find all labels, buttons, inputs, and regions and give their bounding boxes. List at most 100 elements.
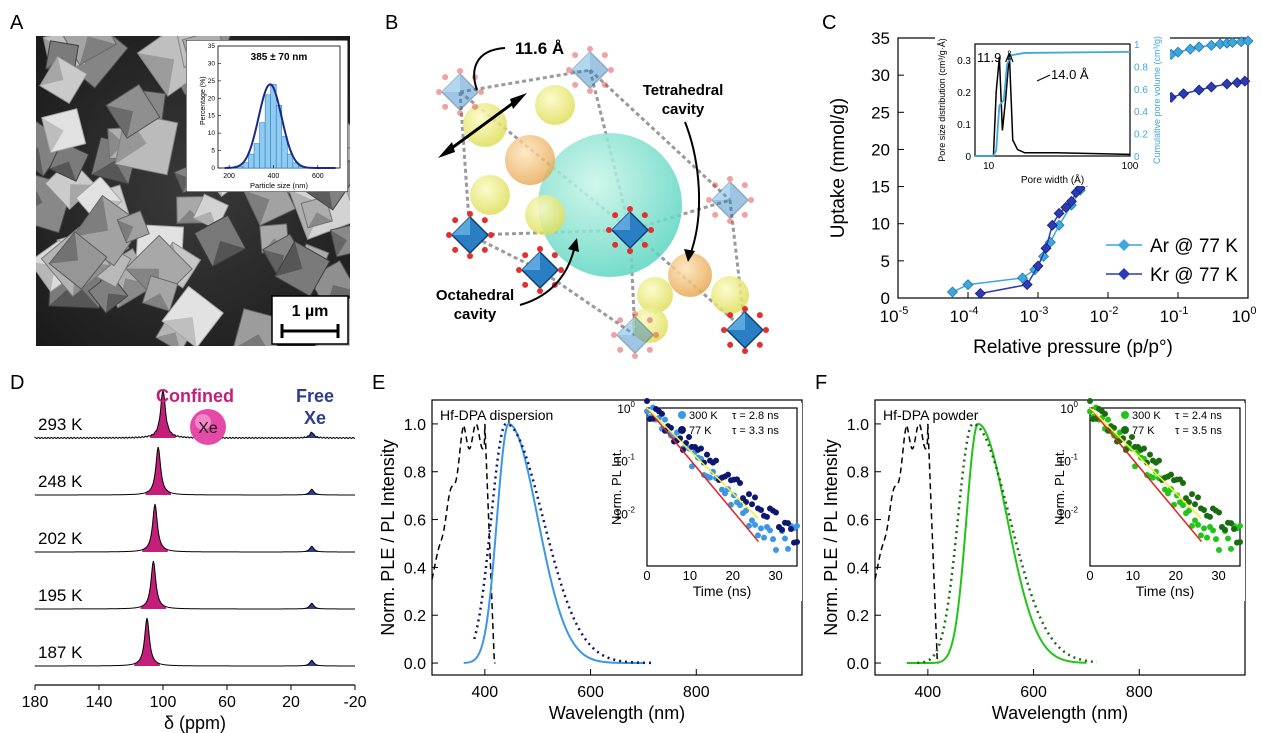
c-xlabel: Relative pressure (p/p°) bbox=[973, 337, 1173, 358]
pl-decay-point bbox=[1153, 468, 1159, 475]
pl-inset-xtick: 10 bbox=[683, 568, 697, 583]
histogram-bar bbox=[248, 153, 255, 169]
tetrahedral-label-line2: cavity bbox=[662, 101, 705, 118]
crystal-facet bbox=[41, 117, 64, 153]
d-confined-peak bbox=[140, 561, 167, 609]
c-data-point bbox=[1205, 81, 1217, 93]
pl-inset-xtick: 20 bbox=[725, 568, 739, 583]
pl-decay-point bbox=[713, 457, 719, 464]
pl-xtick: 400 bbox=[472, 684, 499, 701]
pl-decay-point bbox=[1195, 521, 1201, 528]
crystal-facet bbox=[49, 161, 77, 182]
pl-ytick: 0.0 bbox=[404, 656, 426, 673]
pl-decay-point bbox=[788, 526, 794, 533]
pl-decay-point bbox=[1186, 507, 1192, 514]
pl-decay-point bbox=[1237, 522, 1243, 529]
pl-decay-point bbox=[1102, 410, 1108, 417]
pl-decay-point bbox=[1087, 397, 1093, 404]
metal-cluster-node bbox=[706, 176, 754, 224]
d-confined-peak bbox=[142, 504, 168, 552]
c-ytick: 10 bbox=[871, 215, 890, 234]
pl-decay-point bbox=[1144, 459, 1150, 466]
c-data-point bbox=[1242, 35, 1254, 47]
c-inset-ytick-right: 0.6 bbox=[1134, 85, 1148, 96]
d-xtick: 140 bbox=[86, 694, 113, 711]
d-temperature-label: 187 K bbox=[38, 643, 83, 662]
pl-emission-curve bbox=[463, 422, 644, 665]
c-data-point bbox=[1032, 260, 1044, 272]
histogram-ytick: 35 bbox=[208, 43, 216, 50]
pl-decay-point bbox=[1168, 471, 1174, 478]
pl-ytick: 0.4 bbox=[847, 560, 869, 577]
pl-decay-point bbox=[1228, 545, 1234, 552]
c-inset-ytick-right: 1 bbox=[1134, 40, 1140, 51]
pl-decay-point bbox=[770, 536, 776, 543]
histogram-ylabel: Percentage (%) bbox=[200, 76, 207, 125]
c-inset-bg bbox=[935, 36, 1170, 186]
d-xtick: 100 bbox=[150, 694, 177, 711]
histogram-bar bbox=[292, 162, 299, 169]
c-data-point bbox=[1053, 207, 1065, 219]
pl-inset-legend-tau: τ = 2.8 ns bbox=[732, 410, 779, 422]
d-free-label-line1: Free bbox=[296, 386, 334, 406]
d-spectrum-trace bbox=[34, 446, 356, 496]
metal-cluster-node bbox=[566, 46, 614, 94]
pl-decay-point bbox=[1165, 490, 1171, 497]
octahedral-cavity-sphere bbox=[538, 133, 682, 277]
histogram-xtick: 200 bbox=[223, 173, 235, 180]
histogram-ytick: 25 bbox=[208, 78, 216, 85]
crystal-facet bbox=[212, 240, 246, 267]
pl-decay-point bbox=[785, 545, 791, 552]
octahedral-label-line2: cavity bbox=[454, 306, 497, 323]
linker bbox=[728, 199, 747, 331]
c-data-point bbox=[1053, 219, 1065, 231]
crystal-facet bbox=[161, 316, 197, 346]
c-ytick: 30 bbox=[871, 66, 890, 85]
c-inset-ytick: 0.1 bbox=[957, 120, 971, 131]
c-data-point bbox=[1172, 46, 1184, 58]
pl-decay-point bbox=[737, 502, 743, 509]
pl-decay-point bbox=[794, 538, 800, 545]
pl-decay-point bbox=[752, 494, 758, 501]
pl-ple-curve bbox=[874, 422, 939, 664]
c-ylabel: Uptake (mmol/g) bbox=[828, 98, 849, 238]
pl-decay-point bbox=[1195, 494, 1201, 501]
pl-decay-point bbox=[704, 451, 710, 458]
pl-title: Hf-DPA dispersion bbox=[440, 407, 553, 423]
pl-decay-point bbox=[1129, 434, 1135, 441]
c-xtick: 100 bbox=[1231, 305, 1256, 326]
d-spectrum-trace bbox=[34, 560, 355, 610]
c-inset-xlabel: Pore width (Å) bbox=[1021, 173, 1084, 186]
c-data-point bbox=[974, 288, 986, 300]
pl-inset-xtick: 30 bbox=[1211, 568, 1225, 583]
pl-decay-point bbox=[1147, 451, 1153, 458]
c-data-point bbox=[962, 279, 974, 291]
crystal-facet bbox=[105, 293, 128, 314]
d-xtick: -20 bbox=[343, 694, 366, 711]
pl-inset-xtick: 30 bbox=[768, 568, 782, 583]
scale-bar-label: 1 µm bbox=[292, 303, 329, 320]
c-data-point bbox=[1221, 78, 1233, 90]
mof-structure-illustration: 11.6 Å Tetrahedral cavity Octahedral cav… bbox=[436, 39, 769, 359]
pl-decay-point bbox=[1180, 502, 1186, 509]
pl-inset-legend-label: 300 K bbox=[1132, 410, 1161, 422]
histogram-bar bbox=[264, 94, 271, 169]
pl-decay-point bbox=[758, 506, 764, 513]
d-temperature-label: 202 K bbox=[38, 529, 83, 548]
pl-inset-legend-label: 77 K bbox=[1132, 425, 1155, 437]
crystal-facet bbox=[274, 241, 303, 277]
c-data-point bbox=[1193, 41, 1205, 53]
c-ytick: 5 bbox=[881, 252, 890, 271]
crystal-facet bbox=[49, 231, 79, 264]
pl-ytick: 1.0 bbox=[847, 417, 869, 434]
pl-inset-legend-label: 77 K bbox=[689, 425, 712, 437]
pl-inset-xtick: 0 bbox=[643, 568, 650, 583]
pl-xtick: 800 bbox=[683, 684, 710, 701]
c-data-point bbox=[1184, 43, 1196, 55]
metal-cluster-node bbox=[721, 306, 769, 354]
pl-decay-point bbox=[1141, 445, 1147, 452]
pl-decay-point bbox=[749, 501, 755, 508]
pl-decay-point bbox=[1231, 526, 1237, 533]
c-inset-ytick-right: 0 bbox=[1134, 152, 1140, 163]
c-data-point bbox=[1193, 84, 1205, 96]
